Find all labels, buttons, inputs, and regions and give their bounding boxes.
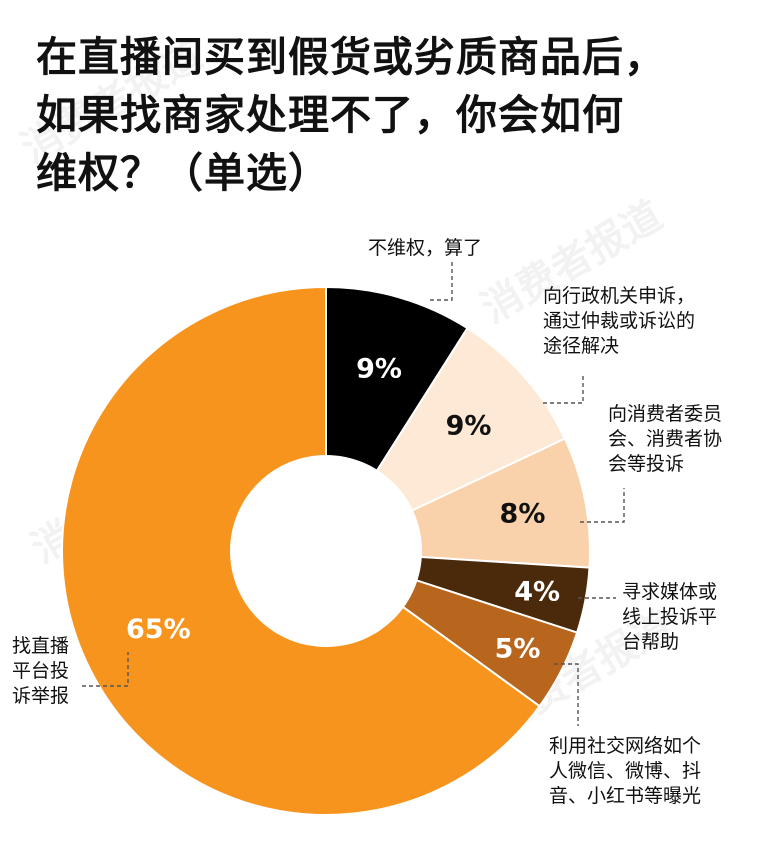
category-label-1: 不维权，算了 xyxy=(368,237,482,259)
category-label-line: 利用社交网络如个 xyxy=(549,735,701,757)
category-label-line: 途径解决 xyxy=(543,335,619,357)
category-label-line: 人微信、微博、抖 xyxy=(549,760,701,782)
category-label-line: 音、小红书等曝光 xyxy=(549,785,701,807)
leader-line-1 xyxy=(430,260,453,301)
category-label-line: 诉举报 xyxy=(12,685,69,707)
category-label-line: 平台投 xyxy=(12,660,69,682)
category-label-line: 寻求媒体或 xyxy=(622,581,717,603)
percent-labels: 9% 9% 8% 4% 5% 65% xyxy=(126,354,560,665)
category-label-line: 会、消费者协 xyxy=(608,428,722,450)
leader-line-5 xyxy=(554,663,579,726)
leader-line-6 xyxy=(82,652,129,687)
leader-lines xyxy=(82,260,625,726)
percent-label-4: 4% xyxy=(514,576,560,607)
leader-line-2 xyxy=(543,375,584,404)
percent-label-5: 5% xyxy=(495,634,541,665)
category-label-line: 向行政机关申诉， xyxy=(543,285,695,307)
category-label-line: 不维权，算了 xyxy=(368,237,482,259)
category-label-3: 向消费者委员会、消费者协会等投诉 xyxy=(608,403,722,475)
percent-label-1: 9% xyxy=(356,354,402,385)
percent-label-2: 9% xyxy=(446,410,492,441)
chart-title: 在直播间买到假货或劣质商品后， 如果找商家处理不了，你会如何 维权？（单选） xyxy=(36,28,736,202)
category-label-line: 会等投诉 xyxy=(608,453,684,475)
category-label-line: 向消费者委员 xyxy=(608,403,722,425)
donut-hole xyxy=(230,455,422,647)
category-label-line: 通过仲裁或诉讼的 xyxy=(543,310,695,332)
title-line-2: 如果找商家处理不了，你会如何 xyxy=(36,91,624,139)
category-label-4: 寻求媒体或线上投诉平台帮助 xyxy=(622,581,717,653)
category-label-5: 利用社交网络如个人微信、微博、抖音、小红书等曝光 xyxy=(549,735,701,807)
title-line-1: 在直播间买到假货或劣质商品后， xyxy=(36,33,666,81)
title-line-3: 维权？（单选） xyxy=(36,149,330,197)
category-label-line: 找直播 xyxy=(12,635,69,657)
category-label-2: 向行政机关申诉， 通过仲裁或诉讼的途径解决 xyxy=(543,285,695,357)
category-label-line: 线上投诉平 xyxy=(622,606,717,628)
percent-label-6: 65% xyxy=(126,614,191,645)
leader-line-3 xyxy=(580,488,625,523)
category-label-line: 台帮助 xyxy=(622,631,679,653)
category-label-6: 找直播平台投诉举报 xyxy=(12,635,69,707)
percent-label-3: 8% xyxy=(500,499,546,530)
